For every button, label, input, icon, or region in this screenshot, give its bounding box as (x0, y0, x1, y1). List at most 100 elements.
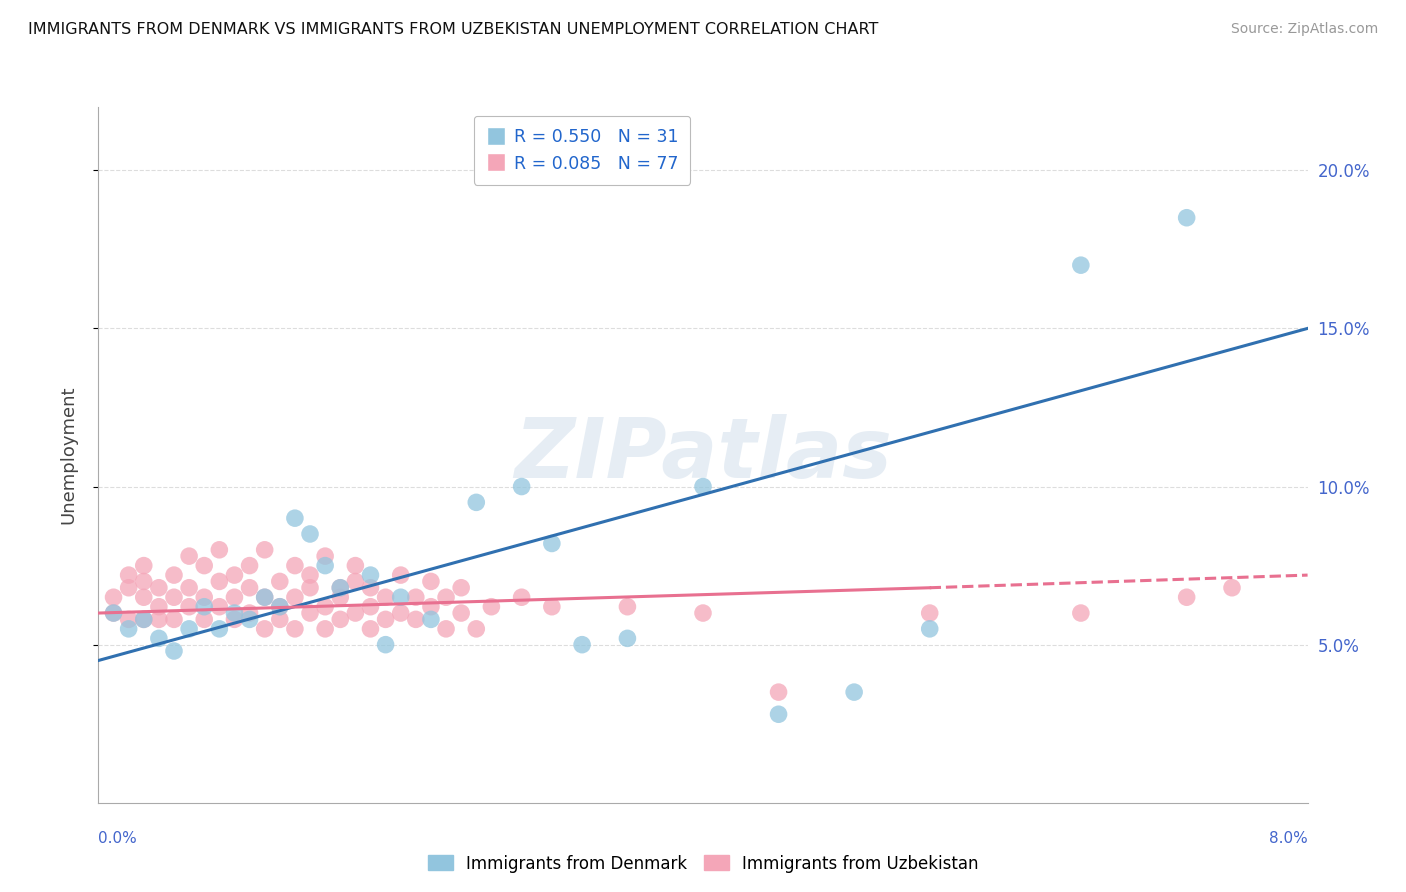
Point (193, 558, 215, 573)
Point (314, 549, 336, 563)
Legend: Immigrants from Denmark, Immigrants from Uzbekistan: Immigrants from Denmark, Immigrants from… (420, 848, 986, 880)
Point (541, 536, 564, 550)
Point (163, 612, 186, 626)
Point (420, 599, 443, 614)
Point (329, 581, 352, 595)
Point (118, 612, 141, 626)
Point (389, 568, 412, 582)
Point (768, 707, 790, 722)
Text: 8.0%: 8.0% (1268, 831, 1308, 846)
Point (1070, 258, 1092, 272)
Point (132, 591, 155, 605)
Point (465, 495, 488, 509)
Point (314, 622, 336, 636)
Point (179, 622, 201, 636)
Point (163, 644, 186, 658)
Text: IMMIGRANTS FROM DENMARK VS IMMIGRANTS FROM UZBEKISTAN UNEMPLOYMENT CORRELATION C: IMMIGRANTS FROM DENMARK VS IMMIGRANTS FR… (28, 22, 879, 37)
Point (329, 591, 352, 605)
Point (510, 479, 533, 493)
Point (253, 591, 276, 605)
Point (148, 581, 170, 595)
Point (284, 558, 307, 573)
Point (344, 558, 367, 573)
Point (389, 591, 412, 605)
Point (360, 599, 382, 614)
Point (239, 581, 262, 595)
Point (1220, 581, 1243, 595)
Point (103, 606, 125, 620)
Point (132, 612, 155, 626)
Point (405, 612, 427, 626)
Point (208, 599, 231, 614)
Point (224, 606, 246, 620)
Text: Source: ZipAtlas.com: Source: ZipAtlas.com (1230, 22, 1378, 37)
Point (299, 568, 322, 582)
Point (148, 612, 170, 626)
Point (193, 599, 215, 614)
Point (692, 606, 714, 620)
Point (208, 622, 231, 636)
Point (450, 581, 472, 595)
Point (253, 542, 276, 557)
Point (434, 591, 457, 605)
Point (314, 558, 336, 573)
Point (299, 606, 322, 620)
Point (239, 606, 262, 620)
Point (314, 599, 336, 614)
Point (224, 591, 246, 605)
Text: 0.0%: 0.0% (98, 831, 138, 846)
Point (253, 591, 276, 605)
Point (844, 685, 866, 699)
Point (132, 558, 155, 573)
Point (193, 612, 215, 626)
Point (918, 622, 941, 636)
Point (1070, 606, 1092, 620)
Point (420, 612, 443, 626)
Point (208, 574, 231, 589)
Point (269, 599, 291, 614)
Point (329, 581, 352, 595)
Point (299, 527, 322, 541)
Point (208, 542, 231, 557)
Point (148, 632, 170, 646)
Point (374, 612, 396, 626)
Point (465, 622, 488, 636)
Point (269, 612, 291, 626)
Point (329, 612, 352, 626)
Point (284, 591, 307, 605)
Point (163, 591, 186, 605)
Point (179, 599, 201, 614)
Point (692, 479, 714, 493)
Point (541, 599, 564, 614)
Point (616, 599, 638, 614)
Point (103, 606, 125, 620)
Point (284, 511, 307, 525)
Point (118, 622, 141, 636)
Point (224, 612, 246, 626)
Point (148, 599, 170, 614)
Point (405, 591, 427, 605)
Point (1175, 591, 1198, 605)
Point (193, 591, 215, 605)
Point (571, 638, 593, 652)
Point (374, 591, 396, 605)
Point (132, 612, 155, 626)
Point (768, 685, 790, 699)
Y-axis label: Unemployment: Unemployment (59, 385, 77, 524)
Point (179, 549, 201, 563)
Point (269, 599, 291, 614)
Point (434, 622, 457, 636)
Point (918, 606, 941, 620)
Point (360, 622, 382, 636)
Point (299, 581, 322, 595)
Point (224, 568, 246, 582)
Point (374, 638, 396, 652)
Point (132, 574, 155, 589)
Point (269, 574, 291, 589)
Point (118, 581, 141, 595)
Point (163, 568, 186, 582)
Text: ZIPatlas: ZIPatlas (515, 415, 891, 495)
Point (389, 606, 412, 620)
Point (450, 606, 472, 620)
Point (360, 568, 382, 582)
